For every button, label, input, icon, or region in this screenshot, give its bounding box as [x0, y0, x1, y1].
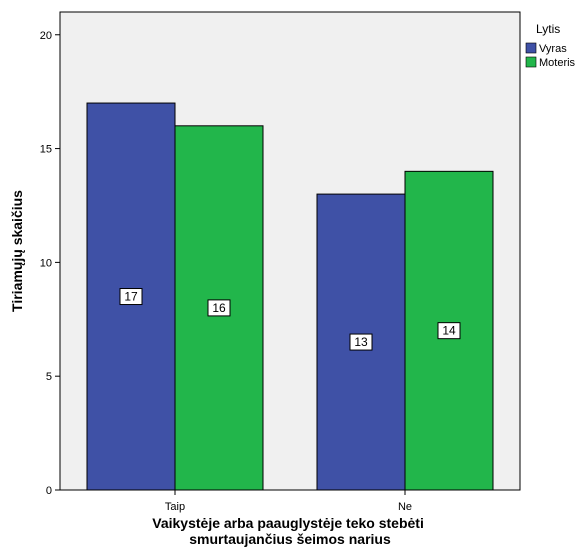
y-tick-label: 0 — [46, 485, 52, 497]
y-tick-label: 15 — [40, 144, 52, 156]
legend-label-moteris: Moteris — [539, 57, 576, 69]
y-axis: 0 5 10 15 20 — [40, 30, 60, 497]
y-axis-title: Tiriamųjų skaičius — [9, 190, 25, 312]
legend-swatch-vyras — [525, 42, 537, 54]
x-axis-title-line-1: Vaikystėje arba paauglystėje teko stebėt… — [152, 515, 424, 531]
data-label-box — [207, 299, 231, 317]
x-tick-label: Taip — [165, 501, 185, 513]
x-axis: Taip Ne — [165, 490, 412, 513]
y-tick-label: 10 — [40, 257, 52, 269]
x-axis-title: Vaikystėje arba paauglystėje teko stebėt… — [152, 515, 427, 547]
data-label-box — [349, 333, 373, 351]
data-label-box — [437, 322, 461, 340]
data-label-box — [119, 288, 143, 306]
data-label: 14 — [442, 324, 456, 338]
legend-label-vyras: Vyras — [539, 43, 567, 55]
legend-title: Lytis — [536, 22, 560, 36]
y-tick-label: 5 — [46, 371, 52, 383]
legend-swatch-moteris — [525, 56, 537, 68]
data-label: 17 — [124, 290, 138, 304]
data-labels-layer: 17 16 13 14 — [119, 288, 461, 351]
x-axis-title-line-2: smurtaujančius šeimos narius — [189, 531, 391, 547]
data-label: 16 — [212, 301, 226, 315]
x-tick-label: Ne — [398, 501, 412, 513]
data-label: 13 — [354, 335, 368, 349]
legend: Lytis Vyras Moteris — [525, 22, 576, 69]
y-tick-label: 20 — [40, 30, 52, 42]
